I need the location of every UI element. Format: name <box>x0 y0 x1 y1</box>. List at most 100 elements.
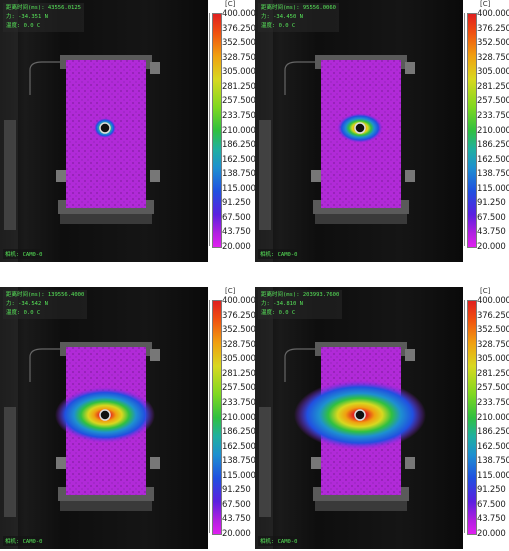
dic-panel: 距离时间(ms): 203993.7600 力: -34.810 N 温度: 0.0… <box>255 287 509 549</box>
colorbar-tick-label: 281.250 <box>222 81 256 92</box>
colorbar-tick-label: 210.000 <box>477 125 509 136</box>
overlay-line3: 温度: 0.0 C <box>261 310 296 316</box>
colorbar-unit: [C] <box>225 287 236 295</box>
specimen-photo: 距离时间(ms): 95556.0060 力: -34.450 N 温度: 0.0 … <box>255 0 463 262</box>
dic-panel: 距离时间(ms): 139556.4000 力: -34.542 N 温度: 0.0… <box>0 287 256 549</box>
colorbar-tick-label: 186.250 <box>477 427 509 438</box>
measurement-overlay: 距离时间(ms): 95556.0060 力: -34.450 N 温度: 0.0 … <box>258 3 339 32</box>
colorbar-tick-label: 257.500 <box>222 383 256 394</box>
colorbar-tick-label: 281.250 <box>477 368 509 379</box>
overlay-line3: 温度: 0.0 C <box>261 23 296 29</box>
overlay-line1: 距离时间(ms): 95556.0060 <box>261 5 336 11</box>
overlay-line1: 距离时间(ms): 43556.0125 <box>6 5 81 11</box>
colorbar-tick-label: 115.000 <box>222 183 256 194</box>
colorbar-tick-label: 400.000 <box>222 9 256 19</box>
camera-label: 相机: CAM0-0 <box>258 249 300 259</box>
colorbar-gradient <box>212 300 222 535</box>
colorbar-tick-label: 43.750 <box>222 227 251 238</box>
specimen-photo: 距离时间(ms): 139556.4000 力: -34.542 N 温度: 0.0… <box>0 287 208 549</box>
specimen-photo: 距离时间(ms): 203993.7600 力: -34.810 N 温度: 0.0… <box>255 287 463 549</box>
camera-label: 相机: CAM0-0 <box>3 536 45 546</box>
overlay-line3: 温度: 0.0 C <box>6 310 41 316</box>
specimen-svg <box>0 0 160 262</box>
specimen-svg <box>255 287 426 549</box>
colorbar-tick-label: 67.500 <box>222 499 251 510</box>
colorbar-tick-label: 20.000 <box>477 242 506 252</box>
colorbar-unit: [C] <box>480 287 491 295</box>
colorbar-tick-label: 352.500 <box>222 325 256 336</box>
colorbar-tick-label: 305.000 <box>477 354 509 365</box>
colorbar-tick-label: 138.750 <box>222 169 256 180</box>
dic-panel: 距离时间(ms): 95556.0060 力: -34.450 N 温度: 0.0 … <box>255 0 509 262</box>
colorbar-tick-label: 281.250 <box>222 368 256 379</box>
colorbar-tick-label: 257.500 <box>477 96 509 107</box>
colorbar-tick-label: 233.750 <box>222 110 256 121</box>
temperature-colorbar: [C] 400.000 376.250 352.500 328.750 305.000 28… <box>463 0 509 262</box>
colorbar-tick-label: 352.500 <box>477 38 509 49</box>
overlay-line1: 距离时间(ms): 203993.7600 <box>261 292 340 298</box>
colorbar-tick-label: 20.000 <box>222 529 251 539</box>
colorbar-tick-label: 67.500 <box>477 499 506 510</box>
colorbar-tick-label: 162.500 <box>222 441 256 452</box>
colorbar-tick-label: 115.000 <box>222 470 256 481</box>
colorbar-tick-label: 67.500 <box>222 212 251 223</box>
specimen-svg <box>0 287 160 549</box>
colorbar-tick-label: 43.750 <box>477 514 506 525</box>
colorbar-tick-label: 210.000 <box>222 125 256 136</box>
colorbar-tick-label: 210.000 <box>477 412 509 423</box>
colorbar-bracket <box>209 300 212 533</box>
colorbar-tick-label: 376.250 <box>477 310 509 321</box>
colorbar-tick-label: 257.500 <box>477 383 509 394</box>
overlay-line1: 距离时间(ms): 139556.4000 <box>6 292 85 298</box>
temperature-colorbar: [C] 400.000 376.250 352.500 328.750 305.000 28… <box>208 0 256 262</box>
colorbar-tick-label: 115.000 <box>477 183 509 194</box>
colorbar-tick-label: 257.500 <box>222 96 256 107</box>
colorbar-gradient <box>212 13 222 248</box>
colorbar-tick-label: 20.000 <box>222 242 251 252</box>
colorbar-tick-label: 400.000 <box>477 296 509 306</box>
colorbar-gradient <box>467 300 477 535</box>
colorbar-tick-label: 233.750 <box>222 397 256 408</box>
colorbar-tick-label: 281.250 <box>477 81 509 92</box>
colorbar-tick-label: 210.000 <box>222 412 256 423</box>
colorbar-tick-label: 352.500 <box>477 325 509 336</box>
colorbar-tick-label: 67.500 <box>477 212 506 223</box>
colorbar-tick-label: 186.250 <box>222 427 256 438</box>
colorbar-tick-label: 162.500 <box>477 154 509 165</box>
colorbar-tick-label: 400.000 <box>222 296 256 306</box>
colorbar-tick-label: 305.000 <box>222 67 256 78</box>
colorbar-tick-label: 43.750 <box>477 227 506 238</box>
colorbar-bracket <box>464 300 467 533</box>
colorbar-tick-label: 376.250 <box>222 310 256 321</box>
colorbar-tick-label: 20.000 <box>477 529 506 539</box>
colorbar-tick-label: 91.250 <box>222 198 251 209</box>
colorbar-tick-label: 91.250 <box>222 485 251 496</box>
colorbar-tick-label: 328.750 <box>477 339 509 350</box>
colorbar-tick-label: 162.500 <box>477 441 509 452</box>
colorbar-bracket <box>209 13 212 246</box>
specimen-photo: 距离时间(ms): 43556.0125 力: -34.351 N 温度: 0.0 … <box>0 0 208 262</box>
colorbar-tick-label: 186.250 <box>477 140 509 151</box>
specimen-svg <box>255 0 415 262</box>
colorbar-tick-label: 328.750 <box>222 52 256 63</box>
colorbar-tick-label: 43.750 <box>222 514 251 525</box>
colorbar-tick-label: 138.750 <box>477 169 509 180</box>
colorbar-unit: [C] <box>480 0 491 8</box>
colorbar-tick-label: 328.750 <box>222 339 256 350</box>
overlay-line2: 力: -34.542 N <box>6 301 48 307</box>
colorbar-unit: [C] <box>225 0 236 8</box>
colorbar-tick-label: 91.250 <box>477 198 506 209</box>
overlay-line3: 温度: 0.0 C <box>6 23 41 29</box>
colorbar-tick-label: 233.750 <box>477 397 509 408</box>
measurement-overlay: 距离时间(ms): 43556.0125 力: -34.351 N 温度: 0.0 … <box>3 3 84 32</box>
colorbar-tick-label: 186.250 <box>222 140 256 151</box>
temperature-colorbar: [C] 400.000 376.250 352.500 328.750 305.000 28… <box>463 287 509 549</box>
colorbar-tick-label: 400.000 <box>477 9 509 19</box>
overlay-line2: 力: -34.351 N <box>6 14 48 20</box>
colorbar-tick-label: 91.250 <box>477 485 506 496</box>
colorbar-gradient <box>467 13 477 248</box>
colorbar-tick-label: 138.750 <box>477 456 509 467</box>
colorbar-tick-label: 162.500 <box>222 154 256 165</box>
colorbar-tick-label: 138.750 <box>222 456 256 467</box>
colorbar-tick-label: 376.250 <box>477 23 509 34</box>
